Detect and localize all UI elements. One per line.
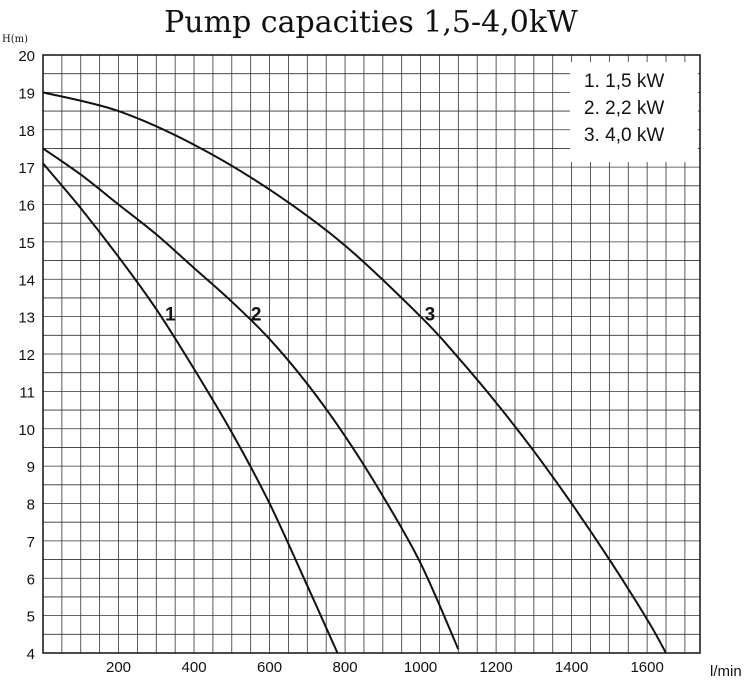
y-tick-label: 8 [27, 497, 35, 514]
legend-item-2: 2. 2,2 kW [584, 98, 664, 119]
x-tick-label: 400 [182, 659, 207, 676]
x-ticks: 200 400 600 800 1000 1200 1400 1600 [106, 659, 664, 676]
legend-item-3: 3. 4,0 kW [584, 125, 664, 146]
curves [42, 91, 667, 654]
curve-2 [42, 147, 460, 650]
y-tick-label: 10 [18, 422, 35, 439]
legend-item-1: 1. 1,5 kW [584, 71, 664, 92]
y-ticks: 4 5 6 7 8 9 10 11 12 13 14 15 16 17 18 19 20 [18, 48, 35, 663]
curve-label-3: 3 [425, 305, 436, 326]
y-tick-label: 12 [18, 347, 35, 364]
y-tick-label: 6 [27, 571, 35, 588]
y-tick-label: 11 [19, 384, 35, 401]
y-tick-label: 15 [18, 235, 35, 252]
y-axis-label: H(m) [2, 34, 28, 45]
y-tick-label: 9 [27, 459, 35, 476]
y-tick-label: 13 [18, 310, 35, 327]
x-tick-label: 1200 [479, 659, 512, 676]
x-tick-label: 1400 [555, 659, 588, 676]
y-tick-label: 19 [18, 85, 35, 102]
chart-title: Pump capacities 1,5-4,0kW [164, 5, 578, 40]
y-tick-label: 18 [18, 123, 35, 140]
y-tick-label: 17 [18, 160, 35, 177]
x-axis-label: l/min [710, 663, 742, 680]
plot-frame [42, 54, 701, 654]
grid [42, 54, 700, 654]
curve-3 [42, 91, 667, 654]
y-tick-label: 16 [18, 198, 35, 215]
y-tick-label: 5 [27, 609, 35, 626]
x-tick-label: 800 [333, 659, 358, 676]
y-tick-label: 14 [18, 272, 35, 289]
x-tick-label: 1600 [630, 659, 663, 676]
x-tick-label: 1000 [404, 659, 437, 676]
x-tick-label: 600 [257, 659, 282, 676]
curve-labels: 1 2 3 [165, 305, 435, 326]
x-tick-label: 200 [106, 659, 131, 676]
y-tick-label: 20 [18, 48, 35, 65]
y-tick-label: 4 [27, 646, 35, 663]
curve-1 [42, 162, 339, 654]
curve-label-1: 1 [165, 305, 176, 326]
curve-label-2: 2 [251, 305, 262, 326]
legend-box [570, 62, 698, 162]
legend: 1. 1,5 kW 2. 2,2 kW 3. 4,0 kW [570, 62, 698, 162]
y-tick-label: 7 [27, 534, 35, 551]
